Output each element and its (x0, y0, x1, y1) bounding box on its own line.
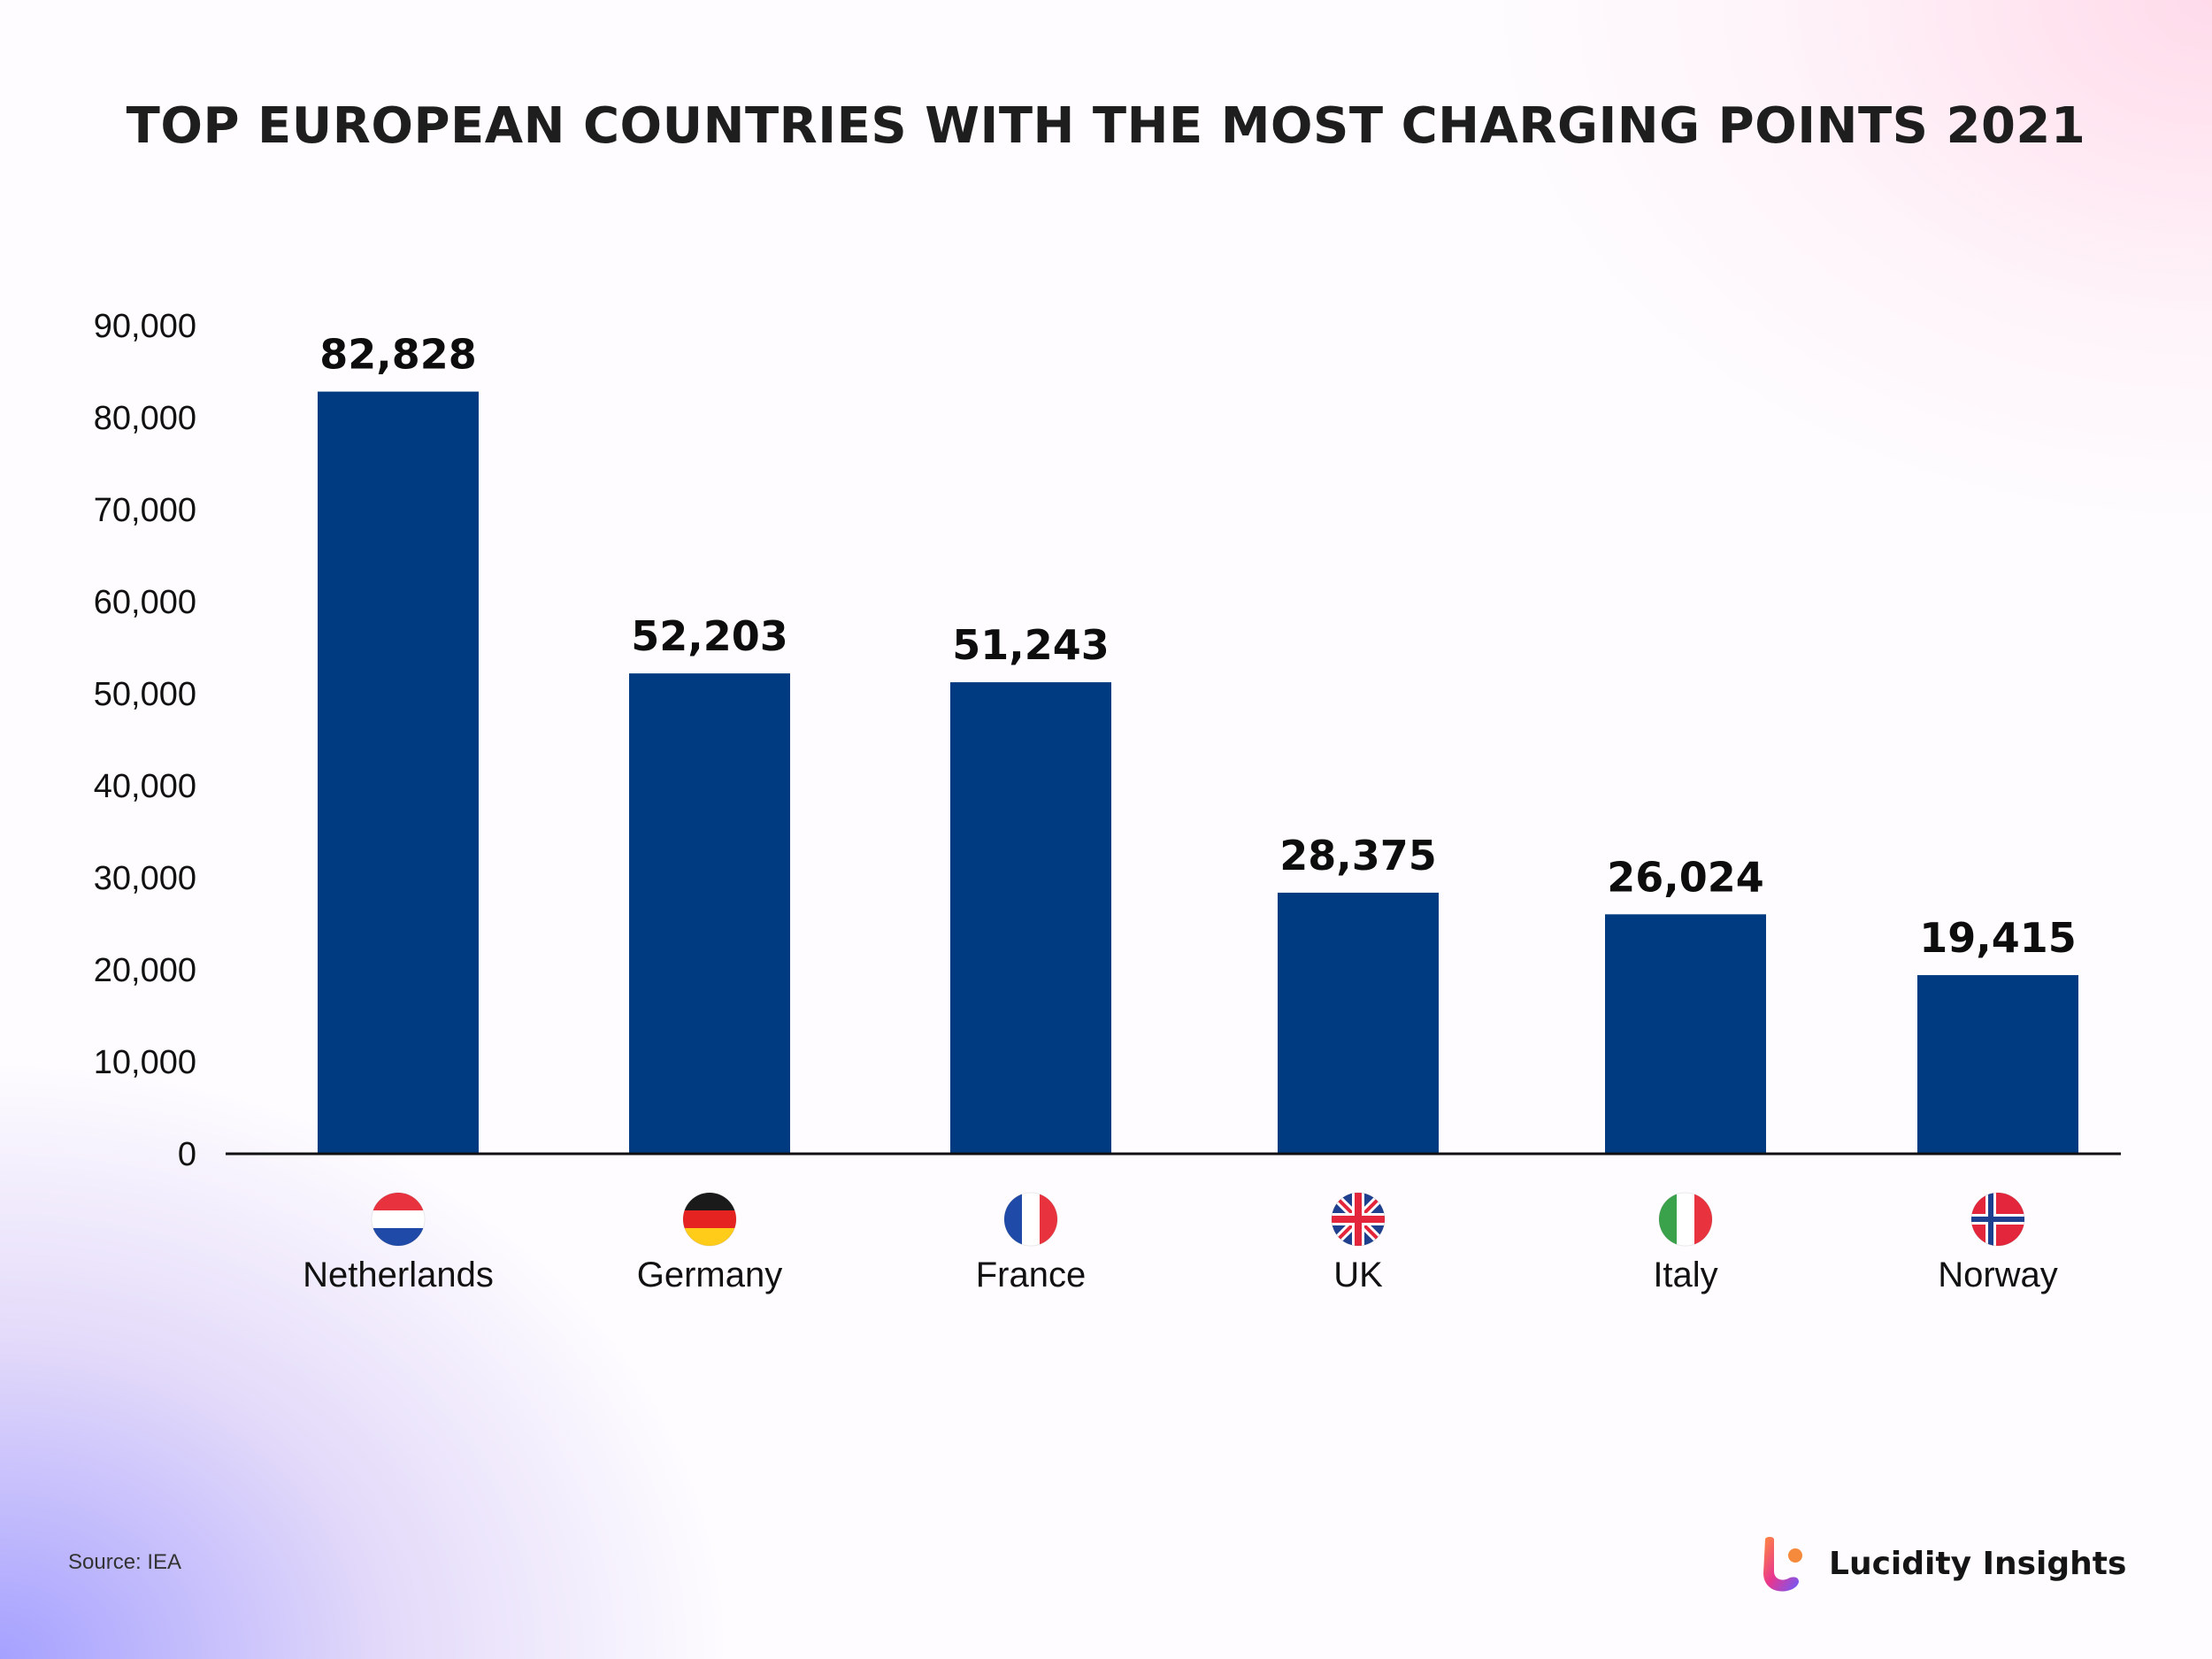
x-axis-categories: Netherlands Germany France UK Italy Norway (303, 1192, 2058, 1294)
value-label: 28,375 (1279, 832, 1437, 879)
bar-netherlands (318, 391, 479, 1154)
category-label: Germany (637, 1256, 783, 1294)
value-label: 82,828 (319, 331, 477, 379)
germany-flag-icon (682, 1192, 737, 1247)
y-tick-label: 0 (178, 1136, 196, 1173)
y-tick-label: 90,000 (94, 308, 196, 345)
netherlands-flag-icon (371, 1192, 426, 1247)
y-tick-label: 20,000 (94, 952, 196, 989)
y-axis: 0 10,000 20,000 30,000 40,000 50,000 60,000 70,… (94, 308, 196, 1173)
category-label: UK (1333, 1256, 1383, 1294)
norway-flag-icon (1970, 1192, 2025, 1247)
chart-title: TOP EUROPEAN COUNTRIES WITH THE MOST CHA… (126, 97, 2086, 155)
y-tick-label: 40,000 (94, 768, 196, 805)
bars (318, 391, 2078, 1154)
y-tick-label: 80,000 (94, 400, 196, 437)
value-label: 26,024 (1607, 853, 1764, 901)
y-tick-label: 50,000 (94, 676, 196, 713)
value-label: 19,415 (1919, 914, 2077, 962)
france-flag-icon (1003, 1192, 1058, 1247)
source-note: Source: IEA (68, 1550, 182, 1574)
italy-flag-icon (1658, 1192, 1713, 1247)
y-tick-label: 60,000 (94, 584, 196, 621)
y-tick-label: 10,000 (94, 1044, 196, 1081)
category-label: Netherlands (303, 1256, 494, 1294)
value-labels: 82,828 52,203 51,243 28,375 26,024 19,415 (319, 331, 2077, 962)
bar-uk (1278, 892, 1439, 1154)
bar-norway (1917, 975, 2078, 1154)
value-label: 51,243 (952, 621, 1110, 669)
uk-flag-icon (1331, 1192, 1386, 1247)
category-label: France (976, 1256, 1087, 1294)
brand-name: Lucidity Insights (1829, 1545, 2127, 1582)
bar-germany (629, 673, 790, 1154)
lucidity-logo-icon (1763, 1537, 1802, 1592)
bar-italy (1605, 914, 1766, 1154)
category-label: Norway (1938, 1256, 2058, 1294)
brand: Lucidity Insights (1756, 1532, 2126, 1594)
value-label: 52,203 (631, 612, 788, 660)
y-tick-label: 30,000 (94, 860, 196, 897)
y-tick-label: 70,000 (94, 492, 196, 529)
category-label: Italy (1653, 1256, 1717, 1294)
bar-france (950, 682, 1111, 1154)
